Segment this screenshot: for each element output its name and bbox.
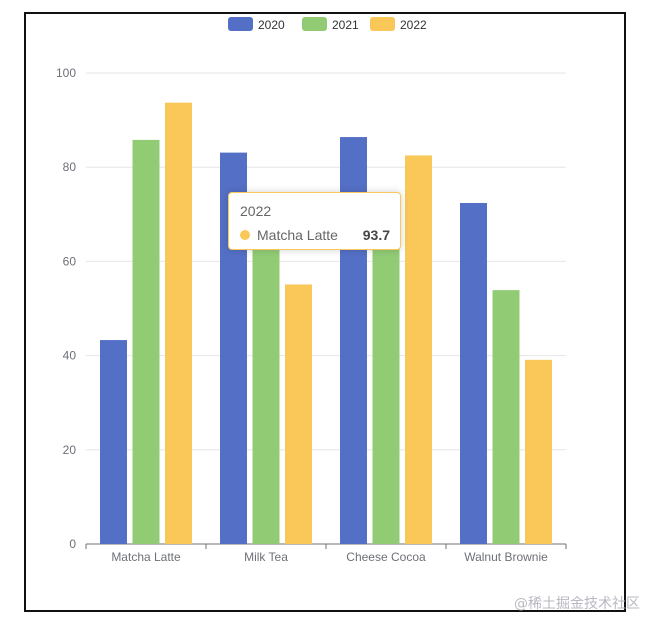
bar-2021	[372, 236, 400, 544]
x-tick-label: Milk Tea	[244, 550, 288, 564]
tooltip: 2022 Matcha Latte 93.7	[228, 192, 401, 250]
tooltip-series-name: Matcha Latte	[257, 227, 338, 243]
legend-swatch-2022	[370, 17, 395, 31]
x-tick-label: Walnut Brownie	[464, 550, 548, 564]
bar-2020	[100, 340, 127, 544]
legend-label: 2021	[332, 18, 359, 32]
bar-2020	[460, 202, 487, 544]
y-tick-label: 100	[56, 66, 76, 80]
bar-2022	[285, 284, 312, 544]
legend-label: 2022	[400, 18, 427, 32]
tooltip-title: 2022	[240, 203, 272, 219]
tooltip-value: 93.7	[362, 227, 390, 243]
bar-2022	[405, 155, 432, 545]
y-tick-label: 20	[63, 443, 77, 457]
tooltip-marker	[240, 230, 250, 240]
legend-swatch-2021	[302, 17, 327, 31]
bar-2021	[252, 198, 280, 544]
y-tick-label: 80	[63, 160, 77, 174]
y-tick-label: 60	[63, 254, 77, 268]
bar-2022	[525, 359, 552, 544]
bar-2022	[165, 102, 192, 544]
x-tick-label: Cheese Cocoa	[346, 550, 426, 564]
y-tick-label: 0	[69, 537, 76, 551]
watermark: @稀土掘金技术社区	[514, 596, 640, 612]
bar-2021	[492, 290, 520, 544]
legend-label: 2020	[258, 18, 285, 32]
x-tick-label: Matcha Latte	[111, 550, 181, 564]
legend-swatch-2020	[228, 17, 253, 31]
y-tick-label: 40	[63, 349, 77, 363]
bar-2021	[132, 139, 160, 544]
tooltip-row: Matcha Latte 93.7	[240, 226, 390, 244]
